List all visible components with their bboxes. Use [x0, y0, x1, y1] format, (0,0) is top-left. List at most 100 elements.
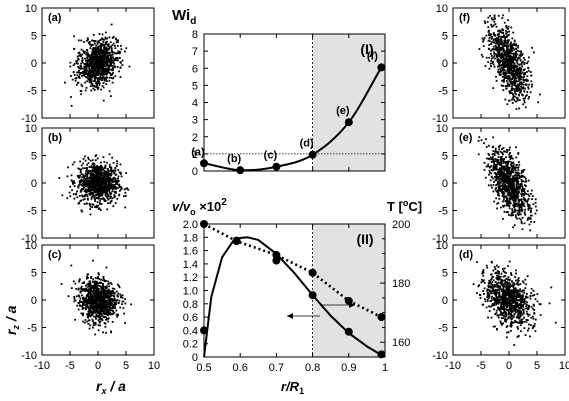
scatter-point	[494, 57, 497, 60]
scatter-point	[539, 303, 542, 306]
scatter-point	[516, 302, 518, 305]
scatter-point	[88, 69, 91, 71]
scatter-point	[99, 77, 102, 80]
scatter-point	[516, 335, 519, 338]
scatter-point	[96, 302, 99, 304]
scatter-point	[530, 220, 533, 223]
scatter-point	[119, 306, 122, 309]
scatter-point	[507, 288, 510, 291]
scatter-point	[506, 299, 509, 301]
scatter-point	[498, 276, 501, 279]
scatter-point	[500, 306, 502, 309]
scatter-point	[505, 29, 507, 32]
scatter-point	[516, 202, 519, 205]
panel2-ytick-right-label: 160	[392, 337, 410, 349]
scatter-point	[109, 54, 112, 57]
scatter-point	[499, 282, 502, 285]
scatter-point	[507, 203, 510, 206]
scatter-point	[495, 271, 498, 274]
scatter-point	[73, 185, 76, 187]
scatter-point	[89, 205, 92, 208]
scatter-point	[97, 166, 100, 168]
scatter-point	[502, 160, 505, 163]
panel2-temperature-point	[344, 296, 353, 305]
scatter-point	[510, 285, 513, 288]
scatter-point	[508, 279, 511, 282]
scatter-point	[92, 259, 94, 262]
scatter-point	[102, 301, 105, 304]
scatter-point	[121, 187, 123, 190]
scatter-point	[501, 314, 504, 317]
scatter-point	[517, 193, 519, 195]
scatter-point	[106, 312, 109, 314]
scatter-point	[69, 65, 72, 68]
scatter-point	[92, 87, 95, 90]
panel2-temperature-point	[200, 220, 208, 228]
scatter-point	[495, 190, 498, 193]
panel2-ytick-left-label: 0.4	[183, 325, 198, 337]
scatter-point	[96, 62, 99, 65]
scatter-point	[95, 179, 98, 182]
scatter-point	[511, 37, 514, 40]
scatter-point	[97, 77, 100, 79]
scatter-point	[522, 192, 524, 195]
scatter-point	[103, 54, 105, 57]
scatter-point	[112, 57, 115, 60]
panel1-ytick-label: 0	[192, 166, 198, 178]
scatter-point	[126, 187, 129, 190]
scatter-point	[93, 310, 96, 312]
scatter-point	[527, 206, 530, 208]
scatter-point	[75, 192, 78, 195]
scatter-point	[124, 50, 126, 53]
scatter-point	[72, 71, 75, 73]
scatter-point	[118, 299, 121, 302]
scatter-point	[116, 197, 119, 200]
scatter-point	[109, 188, 112, 190]
scatter-point	[91, 163, 94, 166]
scatter-point	[86, 289, 88, 291]
panel1-ylabel-part-0: Wi	[172, 7, 190, 24]
scatter-point	[526, 301, 529, 304]
scatter-point	[513, 197, 515, 200]
scatter-ytick-label: -5	[27, 323, 37, 335]
scatter-point	[89, 282, 91, 285]
scatter-point	[105, 78, 108, 81]
scatter-point	[93, 286, 96, 288]
scatter-point	[112, 72, 114, 74]
scatter-point	[111, 190, 114, 193]
scatter-point	[86, 183, 89, 186]
scatter-point	[523, 327, 526, 329]
scatter-point	[114, 65, 116, 68]
scatter-point	[550, 286, 553, 289]
scatter-point	[95, 168, 98, 171]
scatter-point	[507, 166, 510, 169]
scatter-point	[102, 300, 105, 303]
scatter-point	[106, 317, 108, 320]
scatter-point	[76, 55, 79, 58]
scatter-point	[502, 54, 505, 57]
scatter-point	[91, 75, 94, 78]
scatter-point	[510, 273, 513, 276]
scatter-point	[90, 295, 93, 298]
scatter-point	[97, 80, 99, 82]
scatter-point	[510, 168, 513, 171]
scatter-point	[113, 303, 115, 306]
scatter-point	[85, 289, 88, 292]
scatter-point	[525, 185, 527, 188]
scatter-point	[493, 168, 496, 170]
scatter-point	[501, 165, 504, 168]
scatter-panel-label: (c)	[48, 249, 62, 261]
scatter-point	[113, 297, 116, 300]
scatter-point	[524, 307, 527, 310]
scatter-point	[516, 182, 519, 185]
scatter-point	[503, 161, 506, 164]
scatter-point	[94, 46, 97, 49]
scatter-point	[105, 311, 108, 314]
scatter-point	[522, 83, 525, 86]
scatter-point	[533, 322, 536, 325]
scatter-point	[498, 148, 500, 151]
scatter-point	[110, 53, 113, 56]
scatter-point	[92, 72, 95, 75]
scatter-point	[472, 283, 475, 286]
scatter-point	[84, 290, 86, 293]
